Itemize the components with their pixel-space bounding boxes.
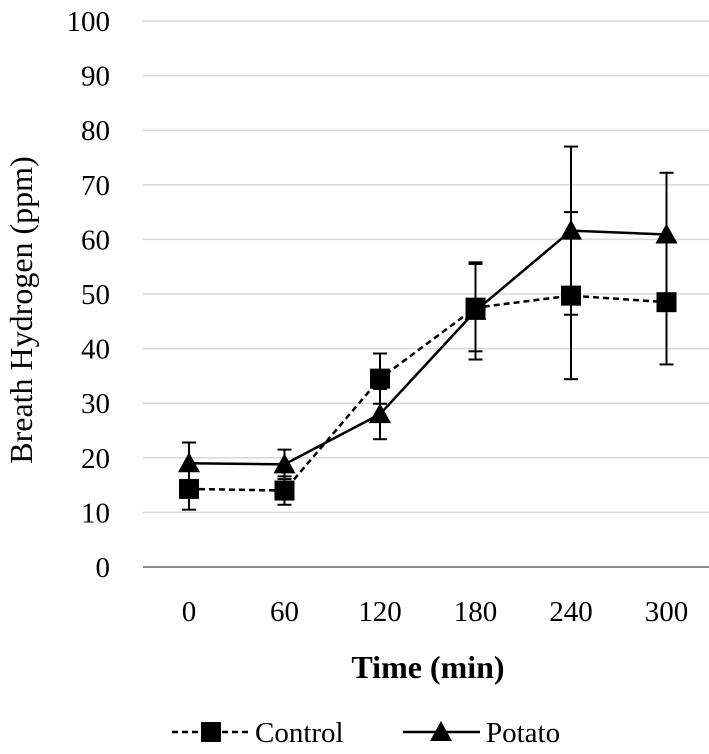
- point-control-120: [370, 368, 390, 389]
- point-control-300: [656, 292, 677, 313]
- x-axis-title: Time (min): [351, 649, 504, 685]
- x-tick-label-240: 240: [549, 596, 593, 628]
- line-potato: [188, 229, 667, 466]
- x-tick-label-180: 180: [454, 596, 498, 628]
- series-group: [178, 145, 678, 511]
- legend-label-control: Control: [255, 717, 344, 749]
- x-tick-label-0: 0: [182, 596, 197, 628]
- gridlines: [143, 20, 709, 514]
- legend-marker-control: [201, 722, 221, 742]
- x-tick-label-60: 60: [270, 596, 299, 628]
- legend: Control Potato: [172, 717, 560, 749]
- y-tick-label-100: 100: [67, 6, 111, 38]
- point-potato-60: [273, 453, 296, 474]
- y-tick-label-20: 20: [81, 443, 110, 475]
- point-potato-0: [178, 452, 200, 473]
- x-tick-labels: 0 60 120 180 240 300: [182, 596, 689, 628]
- y-tick-label-60: 60: [81, 224, 110, 256]
- point-potato-120: [369, 403, 391, 424]
- y-axis-title: Breath Hydrogen (ppm): [3, 156, 39, 463]
- y-tick-label-0: 0: [96, 552, 111, 584]
- y-tick-label-30: 30: [81, 388, 110, 420]
- legend-item-control: Control: [172, 717, 344, 749]
- y-tick-labels: 0 10 20 30 40 50 60 70 80 90 100: [67, 6, 111, 584]
- point-potato-180: [464, 299, 487, 320]
- series-potato: [178, 145, 678, 486]
- line-control: [188, 294, 667, 492]
- legend-marker-potato: [430, 721, 452, 741]
- x-tick-label-300: 300: [645, 596, 689, 628]
- y-tick-label-70: 70: [81, 170, 110, 202]
- y-tick-label-50: 50: [81, 279, 110, 311]
- point-potato-240: [560, 219, 582, 240]
- legend-item-potato: Potato: [403, 717, 560, 749]
- y-tick-label-40: 40: [81, 334, 110, 366]
- y-tick-label-10: 10: [81, 497, 110, 529]
- point-potato-300: [655, 223, 678, 244]
- point-control-60: [274, 480, 295, 501]
- legend-label-potato: Potato: [486, 717, 560, 749]
- y-tick-label-80: 80: [81, 115, 110, 147]
- x-tick-label-120: 120: [358, 596, 402, 628]
- y-tick-label-90: 90: [81, 61, 110, 93]
